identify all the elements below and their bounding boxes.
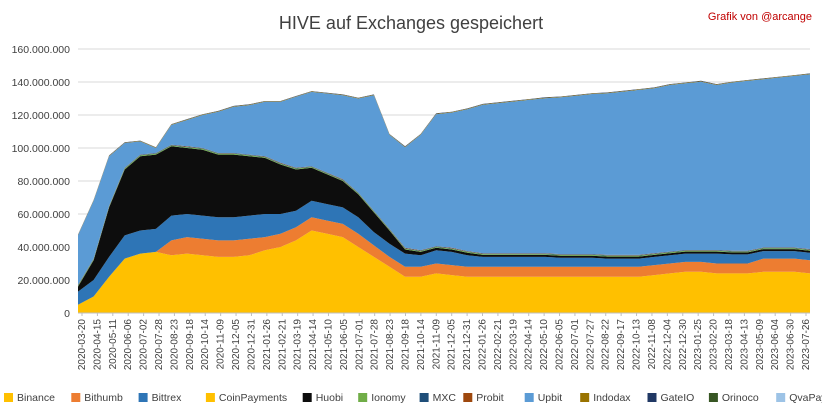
- x-tick-label: 2020-03-20: [77, 319, 88, 371]
- legend-swatch-bithumb: [71, 393, 81, 402]
- area-upbit: [78, 74, 810, 285]
- x-tick-label: 2021-09-18: [400, 319, 411, 371]
- area-bithumb: [78, 217, 810, 305]
- legend-swatch-bittrex: [138, 393, 148, 402]
- x-tick-label: 2022-02-21: [493, 319, 504, 371]
- y-tick-label: 80.000.000: [17, 176, 70, 188]
- x-tick-label: 2021-02-21: [277, 319, 288, 371]
- legend-swatch-mxc: [419, 393, 429, 402]
- legend-label-bittrex: Bittrex: [152, 392, 183, 404]
- legend-label-bithumb: Bithumb: [84, 392, 123, 404]
- legend-label-gateio: GateIO: [661, 392, 695, 404]
- legend-swatch-orinoco: [708, 393, 718, 402]
- area-bittrex: [78, 200, 810, 305]
- x-tick-label: 2023-01-25: [693, 319, 704, 371]
- x-tick-label: 2020-05-11: [108, 319, 119, 370]
- legend-label-upbit: Upbit: [538, 392, 563, 404]
- x-tick-label: 2022-12-04: [662, 319, 673, 371]
- x-tick-label: 2023-03-18: [724, 319, 735, 371]
- x-tick-label: 2022-03-19: [508, 319, 519, 371]
- y-axis-ticks: 0 20.000.000 40.000.000 60.000.000 80.000.00…: [12, 44, 71, 320]
- x-tick-label: 2022-01-26: [478, 319, 489, 371]
- x-tick-label: 2022-12-30: [678, 319, 689, 371]
- legend-swatch-gateio: [647, 393, 657, 402]
- x-tick-label: 2020-12-31: [246, 319, 257, 371]
- x-tick-label: 2021-04-14: [308, 319, 319, 371]
- x-tick-label: 2021-03-19: [293, 319, 304, 371]
- legend-label-probit: Probit: [476, 392, 504, 404]
- x-tick-label: 2022-08-22: [601, 319, 612, 371]
- x-tick-label: 2021-06-05: [339, 319, 350, 371]
- legend-swatch-ionomy: [358, 393, 368, 402]
- area-binance: [78, 230, 810, 313]
- x-tick-label: 2022-11-08: [647, 319, 658, 370]
- area-huobi: [78, 146, 810, 292]
- legend-label-mxc: MXC: [433, 392, 457, 404]
- x-tick-label: 2023-02-20: [709, 319, 720, 371]
- y-tick-label: 40.000.000: [17, 242, 70, 254]
- x-tick-label: 2020-07-02: [139, 319, 150, 371]
- x-axis-ticks: 2020-03-20 2020-04-15 2020-05-11 2020-06-06…: [77, 313, 812, 370]
- x-tick-label: 2023-05-09: [755, 319, 766, 371]
- x-tick-label: 2021-01-26: [262, 319, 273, 371]
- x-tick-label: 2022-10-13: [632, 319, 643, 371]
- x-tick-label: 2020-12-05: [231, 319, 242, 371]
- x-tick-label: 2023-06-04: [770, 319, 781, 371]
- x-tick-label: 2021-08-23: [385, 319, 396, 371]
- legend-label-orinoco: Orinoco: [722, 392, 759, 404]
- legend-swatch-probit: [463, 393, 473, 402]
- plot-areas: [78, 73, 810, 313]
- legend-swatch-qvapay: [776, 393, 786, 402]
- x-tick-label: 2021-10-14: [416, 319, 427, 371]
- x-tick-label: 2021-07-28: [370, 319, 381, 371]
- y-tick-label: 60.000.000: [17, 209, 70, 221]
- legend-label-ionomy: Ionomy: [371, 392, 406, 404]
- x-tick-label: 2022-04-14: [524, 319, 535, 371]
- legend: Binance Bithumb Bittrex CoinPayments Huobi Io…: [4, 392, 822, 404]
- x-tick-label: 2023-06-30: [786, 319, 797, 371]
- x-tick-label: 2021-12-31: [462, 319, 473, 371]
- x-tick-label: 2020-10-14: [200, 319, 211, 371]
- legend-swatch-binance: [4, 393, 13, 402]
- legend-swatch-huobi: [302, 393, 312, 402]
- legend-swatch-upbit: [524, 393, 534, 402]
- x-tick-label: 2020-09-18: [185, 319, 196, 371]
- x-tick-label: 2020-07-28: [154, 319, 165, 371]
- x-tick-label: 2022-09-17: [616, 319, 627, 371]
- y-tick-label: 120.000.000: [12, 110, 71, 122]
- x-tick-label: 2022-06-05: [555, 319, 566, 371]
- legend-label-huobi: Huobi: [316, 392, 343, 404]
- x-tick-label: 2023-04-13: [739, 319, 750, 371]
- y-tick-label: 100.000.000: [12, 143, 71, 155]
- x-tick-label: 2020-08-23: [169, 319, 180, 371]
- x-tick-label: 2020-06-06: [123, 319, 134, 371]
- legend-swatch-coinpayments: [205, 393, 215, 402]
- x-tick-label: 2022-07-01: [570, 319, 581, 371]
- y-tick-label: 160.000.000: [12, 44, 71, 56]
- y-tick-label: 0: [64, 308, 70, 320]
- legend-swatch-indodax: [580, 393, 590, 402]
- x-tick-label: 2023-07-26: [801, 319, 812, 371]
- legend-label-coinpayments: CoinPayments: [219, 392, 287, 404]
- x-tick-label: 2021-05-10: [323, 319, 334, 371]
- legend-label-qvapay: QvaPay: [789, 392, 822, 404]
- chart-credit: Grafik von @arcange: [708, 11, 812, 23]
- x-tick-label: 2022-05-10: [539, 319, 550, 371]
- y-tick-label: 20.000.000: [17, 275, 70, 287]
- legend-label-binance: Binance: [17, 392, 55, 404]
- y-tick-label: 140.000.000: [12, 77, 71, 89]
- x-tick-label: 2021-12-05: [447, 319, 458, 371]
- x-tick-label: 2020-04-15: [92, 319, 103, 371]
- x-tick-label: 2021-11-09: [431, 319, 442, 370]
- x-tick-label: 2022-07-27: [585, 319, 596, 371]
- chart-title: HIVE auf Exchanges gespeichert: [279, 13, 543, 33]
- x-tick-label: 2021-07-01: [354, 319, 365, 371]
- x-tick-label: 2020-11-09: [216, 319, 227, 370]
- legend-label-indodax: Indodax: [593, 392, 631, 404]
